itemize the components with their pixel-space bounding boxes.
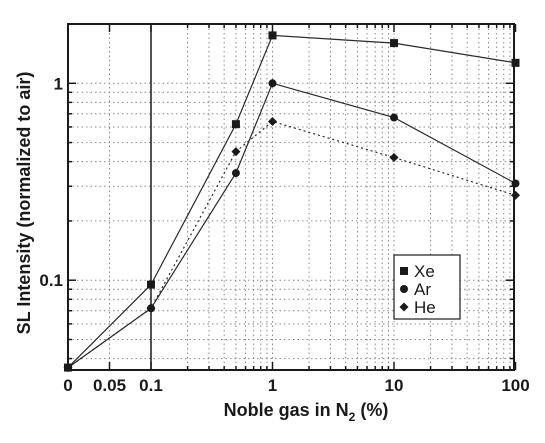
x-tick-label: 0.1 bbox=[139, 376, 163, 395]
legend-marker-he bbox=[399, 302, 409, 312]
data-point-xe bbox=[511, 58, 520, 67]
series-ar bbox=[64, 79, 520, 372]
legend-marker-ar bbox=[400, 285, 408, 293]
data-point-ar bbox=[231, 169, 240, 178]
x-axis-title-main: Noble gas in N bbox=[224, 400, 349, 420]
y-tick-label: 1 bbox=[54, 74, 63, 93]
x-tick-label: 0 bbox=[63, 376, 72, 395]
data-point-he bbox=[389, 152, 399, 162]
legend-marker-xe bbox=[400, 267, 408, 275]
legend-label-ar: Ar bbox=[414, 280, 431, 299]
series-line-ar bbox=[67, 82, 516, 369]
data-point-xe bbox=[268, 31, 277, 40]
x-tick-label: 10 bbox=[385, 376, 404, 395]
data-point-ar bbox=[268, 79, 277, 88]
x-axis-title: Noble gas in N2 (%) bbox=[224, 400, 389, 424]
legend-label-xe: Xe bbox=[414, 262, 435, 281]
y-tick-label: 0.1 bbox=[39, 271, 63, 290]
ticks bbox=[67, 24, 517, 370]
data-point-he bbox=[231, 147, 241, 157]
tick-labels: 0 0.05 0.1 1 10 100 0.1 1 bbox=[39, 74, 529, 395]
x-tick-label: 1 bbox=[268, 376, 277, 395]
series-he bbox=[63, 116, 520, 373]
x-axis-title-subscript: 2 bbox=[349, 410, 356, 424]
legend-label-he: He bbox=[414, 298, 436, 317]
data-point-ar bbox=[390, 113, 398, 122]
y-axis-title: SL Intensity (normalized to air) bbox=[14, 72, 34, 335]
x-axis-title-suffix: (%) bbox=[355, 400, 388, 420]
series-line-he bbox=[67, 120, 516, 369]
data-point-xe bbox=[231, 120, 240, 129]
data-point-xe bbox=[390, 39, 398, 48]
x-tick-label: 0.05 bbox=[93, 376, 126, 395]
data-point-he bbox=[511, 190, 520, 200]
data-point-he bbox=[268, 116, 277, 126]
x-tick-label: 100 bbox=[501, 376, 529, 395]
series-xe bbox=[64, 31, 520, 372]
plot-frame bbox=[67, 23, 515, 371]
series-line-xe bbox=[67, 34, 516, 369]
